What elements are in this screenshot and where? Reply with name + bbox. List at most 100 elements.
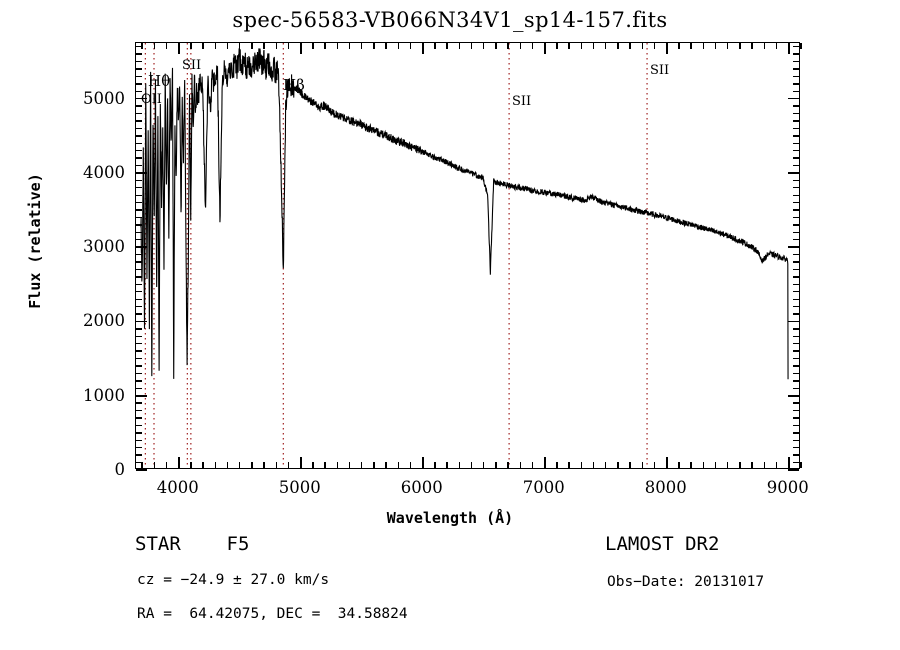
- y-tick: [793, 343, 799, 345]
- y-tick: [793, 60, 799, 63]
- x-tick: [239, 462, 241, 468]
- x-tick: [641, 462, 644, 468]
- spectral-line-label-sii-4072: SII: [182, 58, 202, 73]
- y-tick: [793, 291, 799, 293]
- spectral-line-label-sii-7851: SII: [650, 63, 670, 78]
- x-tick: [251, 43, 253, 49]
- x-tick: [177, 43, 180, 54]
- y-tick: [136, 60, 142, 63]
- y-tick: [793, 142, 799, 144]
- y-tick: [136, 328, 142, 330]
- y-tick: [136, 343, 142, 345]
- y-tick: [136, 179, 142, 182]
- x-tick: [446, 462, 448, 468]
- x-tick: [263, 462, 265, 468]
- x-tick: [714, 43, 717, 49]
- x-tick: [202, 43, 204, 49]
- x-tick: [641, 43, 644, 49]
- y-tick: [136, 105, 142, 107]
- y-tick: [793, 46, 799, 48]
- y-tick: [793, 402, 799, 404]
- x-tick: [299, 43, 302, 54]
- y-tick: [788, 97, 799, 100]
- x-tick: [202, 462, 204, 468]
- y-tick: [136, 135, 142, 137]
- y-tick: [793, 350, 799, 352]
- x-tick: [153, 43, 155, 49]
- x-tick: [519, 43, 522, 49]
- y-tick: [136, 224, 142, 226]
- y-tick: [788, 172, 799, 174]
- y-tick: [136, 253, 142, 256]
- x-tick: [324, 43, 326, 49]
- y-tick: [136, 83, 142, 85]
- y-tick: [788, 469, 799, 471]
- x-tick: [775, 43, 778, 49]
- x-tick: [397, 462, 400, 468]
- y-tick: [136, 149, 142, 152]
- x-tick: [556, 43, 558, 49]
- x-tick-label: 7000: [522, 478, 565, 497]
- x-tick: [787, 43, 790, 54]
- plot-area: [136, 43, 799, 468]
- y-tick: [793, 283, 799, 286]
- y-tick: [793, 313, 799, 315]
- x-tick: [629, 43, 631, 49]
- x-tick: [190, 43, 192, 49]
- x-axis-title: Wavelength (Å): [386, 509, 514, 527]
- y-tick: [793, 409, 799, 412]
- x-tick: [458, 43, 461, 49]
- x-tick: [361, 43, 363, 49]
- y-tick: [136, 298, 142, 300]
- y-tick: [788, 320, 799, 323]
- y-tick: [793, 439, 799, 441]
- x-tick: [470, 43, 473, 49]
- y-tick: [136, 216, 142, 219]
- y-tick: [793, 357, 799, 360]
- y-tick: [136, 365, 142, 367]
- y-tick: [136, 469, 147, 471]
- y-tick: [793, 135, 799, 137]
- x-tick: [226, 462, 229, 468]
- y-tick: [793, 276, 799, 278]
- x-tick: [617, 462, 619, 468]
- y-tick: [793, 224, 799, 226]
- y-tick: [136, 372, 142, 375]
- x-tick: [287, 43, 290, 49]
- footer-coords: RA = 64.42075, DEC = 34.58824: [137, 606, 408, 622]
- y-tick: [793, 112, 799, 115]
- y-tick: [793, 461, 799, 464]
- y-tick: [793, 216, 799, 219]
- y-tick: [136, 127, 142, 130]
- y-tick: [793, 231, 799, 234]
- y-tick-label: 2000: [83, 311, 125, 331]
- y-tick-label: 3000: [83, 237, 125, 257]
- x-tick: [177, 457, 180, 468]
- y-tick: [793, 201, 799, 204]
- y-tick: [793, 68, 799, 70]
- y-tick: [793, 75, 799, 78]
- x-tick: [397, 43, 400, 49]
- y-tick: [136, 402, 142, 404]
- y-tick: [793, 164, 799, 167]
- y-tick: [136, 424, 142, 427]
- spectral-line-label-h-3798: Hθ: [148, 72, 171, 90]
- y-tick-label: 1000: [83, 385, 125, 405]
- y-tick: [788, 394, 799, 397]
- y-tick: [793, 380, 799, 382]
- x-tick-label: 6000: [400, 478, 443, 497]
- x-tick-label: 8000: [644, 478, 687, 497]
- x-tick: [226, 43, 229, 49]
- y-tick: [136, 112, 142, 115]
- y-tick: [793, 335, 799, 338]
- x-tick: [775, 462, 778, 468]
- x-tick: [568, 462, 570, 468]
- x-tick: [800, 43, 802, 49]
- y-tick: [136, 387, 142, 389]
- x-tick: [263, 43, 265, 49]
- y-tick: [136, 461, 142, 464]
- x-tick: [800, 462, 802, 468]
- x-tick: [690, 462, 692, 468]
- y-tick: [136, 239, 142, 241]
- footer-survey: LAMOST DR2: [605, 533, 720, 555]
